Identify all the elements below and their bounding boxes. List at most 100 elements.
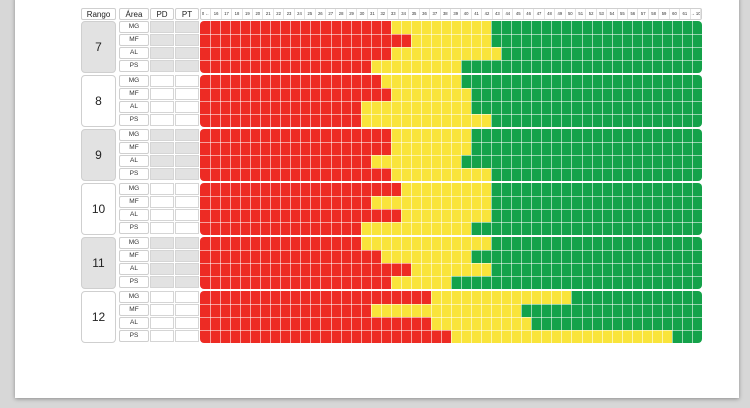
pd-cell[interactable]: [150, 276, 174, 288]
pt-cell[interactable]: [175, 142, 199, 154]
pd-cell[interactable]: [150, 88, 174, 100]
pt-cell[interactable]: [175, 101, 199, 113]
pd-cell[interactable]: [150, 60, 174, 72]
pd-cell[interactable]: [150, 237, 174, 249]
pd-cell[interactable]: [150, 34, 174, 46]
pd-cell[interactable]: [150, 142, 174, 154]
scale-tick: 19: [243, 9, 254, 19]
pd-cell[interactable]: [150, 222, 174, 234]
area-label: MG: [119, 237, 149, 249]
pt-cell[interactable]: [175, 263, 199, 275]
pt-cell[interactable]: [175, 21, 199, 33]
scale-tick: 24: [295, 9, 306, 19]
pd-cell[interactable]: [150, 183, 174, 195]
pt-cell[interactable]: [175, 168, 199, 180]
area-label: MF: [119, 142, 149, 154]
green-zone: [491, 237, 702, 250]
grid-line: [200, 209, 702, 210]
green-zone: [501, 47, 702, 60]
pt-cell[interactable]: [175, 330, 199, 342]
pt-cell[interactable]: [175, 129, 199, 141]
green-zone: [471, 222, 702, 235]
pt-cell[interactable]: [175, 222, 199, 234]
rango-cell: 7: [81, 21, 116, 73]
yellow-zone: [380, 250, 472, 263]
yellow-zone: [370, 304, 522, 317]
pd-cell[interactable]: [150, 129, 174, 141]
pt-cell[interactable]: [175, 47, 199, 59]
pd-cell[interactable]: [150, 291, 174, 303]
pt-cell[interactable]: [175, 155, 199, 167]
pt-cell[interactable]: [175, 34, 199, 46]
scale-tick: 21: [264, 9, 274, 19]
score-row: [200, 142, 702, 155]
grid-line: [200, 196, 702, 197]
pd-cell[interactable]: [150, 263, 174, 275]
area-label: MG: [119, 21, 149, 33]
scale-tick: 16: [211, 9, 222, 19]
green-zone: [491, 114, 702, 127]
pt-cell[interactable]: [175, 196, 199, 208]
pd-cell[interactable]: [150, 155, 174, 167]
scale-tick: 26: [316, 9, 326, 19]
scale-tick: 41: [472, 9, 483, 19]
scale-tick: 44: [503, 9, 514, 19]
rango-cell: 11: [81, 237, 116, 289]
scale-tick: 57: [639, 9, 649, 19]
pt-cell[interactable]: [175, 276, 199, 288]
grid-line: [200, 88, 702, 89]
yellow-zone: [430, 317, 532, 330]
yellow-zone: [390, 47, 502, 60]
pd-cell[interactable]: [150, 250, 174, 262]
pd-cell[interactable]: [150, 75, 174, 87]
pt-cell[interactable]: [175, 291, 199, 303]
red-zone: [200, 155, 371, 168]
green-zone: [671, 330, 702, 343]
pt-cell[interactable]: [175, 317, 199, 329]
pd-cell[interactable]: [150, 330, 174, 342]
pt-cell[interactable]: [175, 88, 199, 100]
area-label: MF: [119, 250, 149, 262]
pd-cell[interactable]: [150, 196, 174, 208]
area-label: MG: [119, 129, 149, 141]
yellow-zone: [390, 276, 451, 289]
area-label: AL: [119, 155, 149, 167]
green-zone: [451, 276, 702, 289]
pd-cell[interactable]: [150, 209, 174, 221]
scale-tick: 58: [649, 9, 660, 19]
green-zone: [471, 88, 702, 101]
pt-cell[interactable]: [175, 75, 199, 87]
scale-tick: 54: [607, 9, 618, 19]
area-label: AL: [119, 209, 149, 221]
grid-line: [200, 317, 702, 318]
scale-tick: 50: [566, 9, 576, 19]
scale-tick: 0 ←: [201, 9, 212, 19]
pd-cell[interactable]: [150, 47, 174, 59]
pt-cell[interactable]: [175, 209, 199, 221]
pt-cell[interactable]: [175, 237, 199, 249]
pt-cell[interactable]: [175, 304, 199, 316]
score-scale: 0 ← 16 17 18 19 20 21 22 23 24 25 26 27 28 29 30 31 32 33 3…: [200, 8, 702, 20]
pt-cell[interactable]: [175, 183, 199, 195]
scale-tick: 17: [222, 9, 233, 19]
pd-cell[interactable]: [150, 168, 174, 180]
red-zone: [200, 21, 391, 34]
pd-cell[interactable]: [150, 304, 174, 316]
green-zone: [531, 317, 702, 330]
scale-tick: 23: [284, 9, 295, 19]
pd-cell[interactable]: [150, 114, 174, 126]
grid-line: [200, 276, 702, 277]
pt-cell[interactable]: [175, 114, 199, 126]
pt-cell[interactable]: [175, 60, 199, 72]
pd-cell[interactable]: [150, 317, 174, 329]
scale-tick: 30: [357, 9, 368, 19]
scale-tick: 49: [555, 9, 566, 19]
grid-line: [200, 155, 702, 156]
pt-cell[interactable]: [175, 250, 199, 262]
grid-line: [200, 60, 702, 61]
green-zone: [471, 101, 702, 114]
red-zone: [200, 291, 431, 304]
pd-cell[interactable]: [150, 101, 174, 113]
green-zone: [491, 209, 702, 222]
pd-cell[interactable]: [150, 21, 174, 33]
